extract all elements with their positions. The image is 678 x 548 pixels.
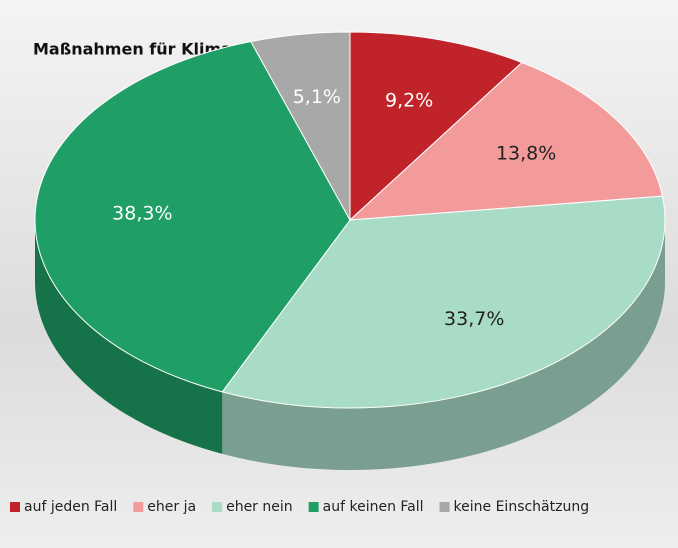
legend-swatch [439, 502, 450, 512]
data-label: 38,3% [112, 202, 172, 224]
legend-swatch [133, 502, 144, 512]
legend-label: auf keinen Fall [323, 499, 424, 515]
slice-side [35, 220, 223, 454]
data-label: 13,8% [496, 143, 556, 165]
legend-label: keine Einschätzung [454, 499, 590, 515]
slice [348, 61, 664, 221]
legend-label: eher nein [226, 499, 293, 515]
legend-swatch [212, 502, 223, 512]
slice [34, 40, 351, 393]
slice [349, 31, 523, 222]
slice [250, 31, 351, 222]
slice-side [222, 220, 665, 470]
legend-swatch [308, 502, 319, 512]
legend-swatch [10, 502, 20, 512]
slice [221, 195, 666, 409]
data-label: 5,1% [293, 86, 341, 108]
data-label: 9,2% [385, 90, 433, 112]
legend-label: eher ja [147, 499, 196, 515]
data-label: 33,7% [444, 308, 504, 330]
legend-label: auf jeden Fall [24, 499, 117, 515]
